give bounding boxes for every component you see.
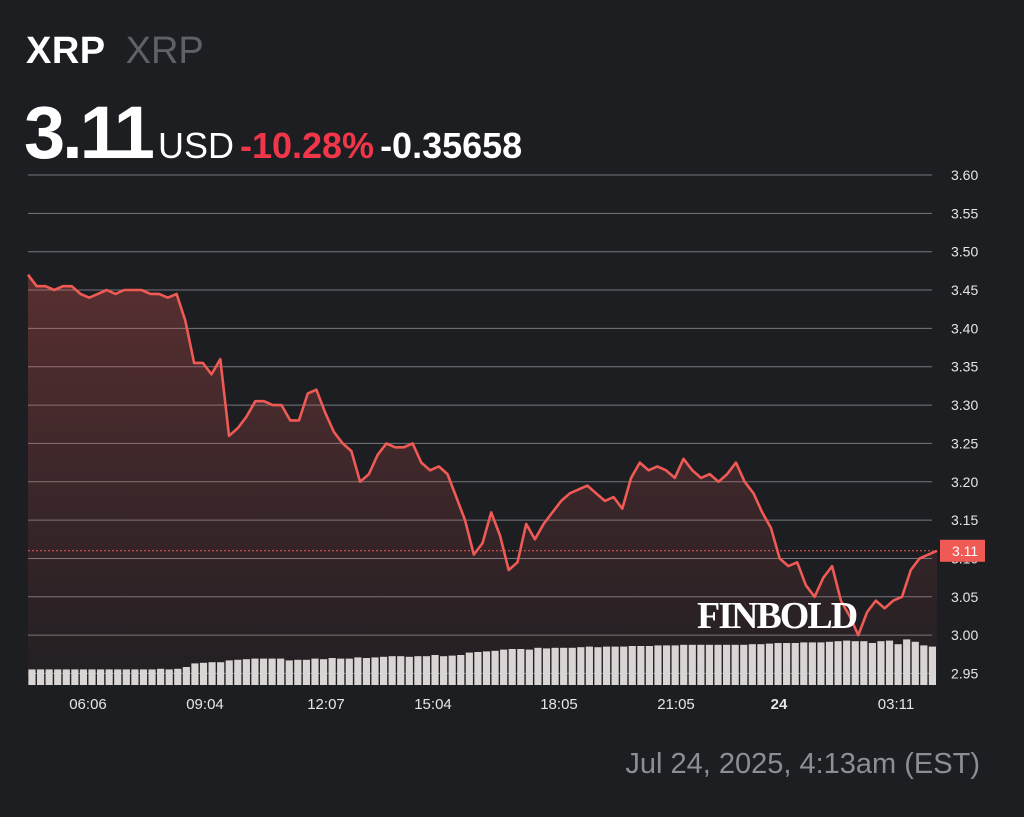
y-tick-label: 3.15: [951, 512, 978, 528]
y-tick-label: 3.60: [951, 167, 978, 183]
y-tick-label: 3.20: [951, 474, 978, 490]
price-change-absolute: -0.35658: [380, 125, 523, 166]
y-tick-label: 3.35: [951, 359, 978, 375]
y-tick-label: 3.30: [951, 397, 978, 413]
price-change-percent: -10.28%: [239, 125, 375, 166]
y-tick-label: 3.25: [951, 435, 978, 451]
price-line: [26, 273, 938, 637]
x-tick-label: 15:04: [414, 696, 452, 713]
ticker-symbol: XRP: [26, 30, 106, 72]
chart-timestamp: Jul 24, 2025, 4:13am (EST): [625, 748, 980, 780]
y-tick-label: 3.50: [951, 244, 978, 260]
x-tick-label: 06:06: [69, 696, 107, 713]
y-tick-label: 3.40: [951, 320, 978, 336]
x-tick-label: 03:11: [878, 696, 914, 713]
x-tick-label: 24: [771, 696, 788, 713]
price-area: [28, 274, 937, 685]
price-chart: 3.60 3.55 3.50 3.45 3.40 3.35 3.30 3.25 3.20 3.15…: [26, 167, 985, 713]
y-tick-label: 2.95: [951, 665, 978, 681]
y-tick-label: 3.55: [951, 205, 978, 221]
current-price: 3.11: [24, 91, 155, 174]
current-price-label: 3.11: [952, 543, 978, 559]
current-price-badge: [940, 539, 985, 562]
y-tick-label: 3.45: [951, 282, 978, 298]
y-tick-label: 3.05: [951, 589, 978, 605]
finbold-watermark: FINBOLD: [697, 595, 857, 637]
x-tick-label: 12:07: [307, 696, 345, 713]
x-tick-label: 09:04: [186, 696, 224, 713]
symbol-header: XRP XRP: [26, 30, 204, 80]
price-currency: USD: [157, 125, 234, 166]
y-tick-label: 3.00: [951, 627, 978, 643]
price-header: 3.11 USD -10.28% -0.35658: [24, 96, 522, 170]
x-tick-label: 18:05: [540, 696, 578, 713]
asset-name: XRP: [125, 30, 204, 72]
x-tick-label: 21:05: [657, 696, 695, 713]
